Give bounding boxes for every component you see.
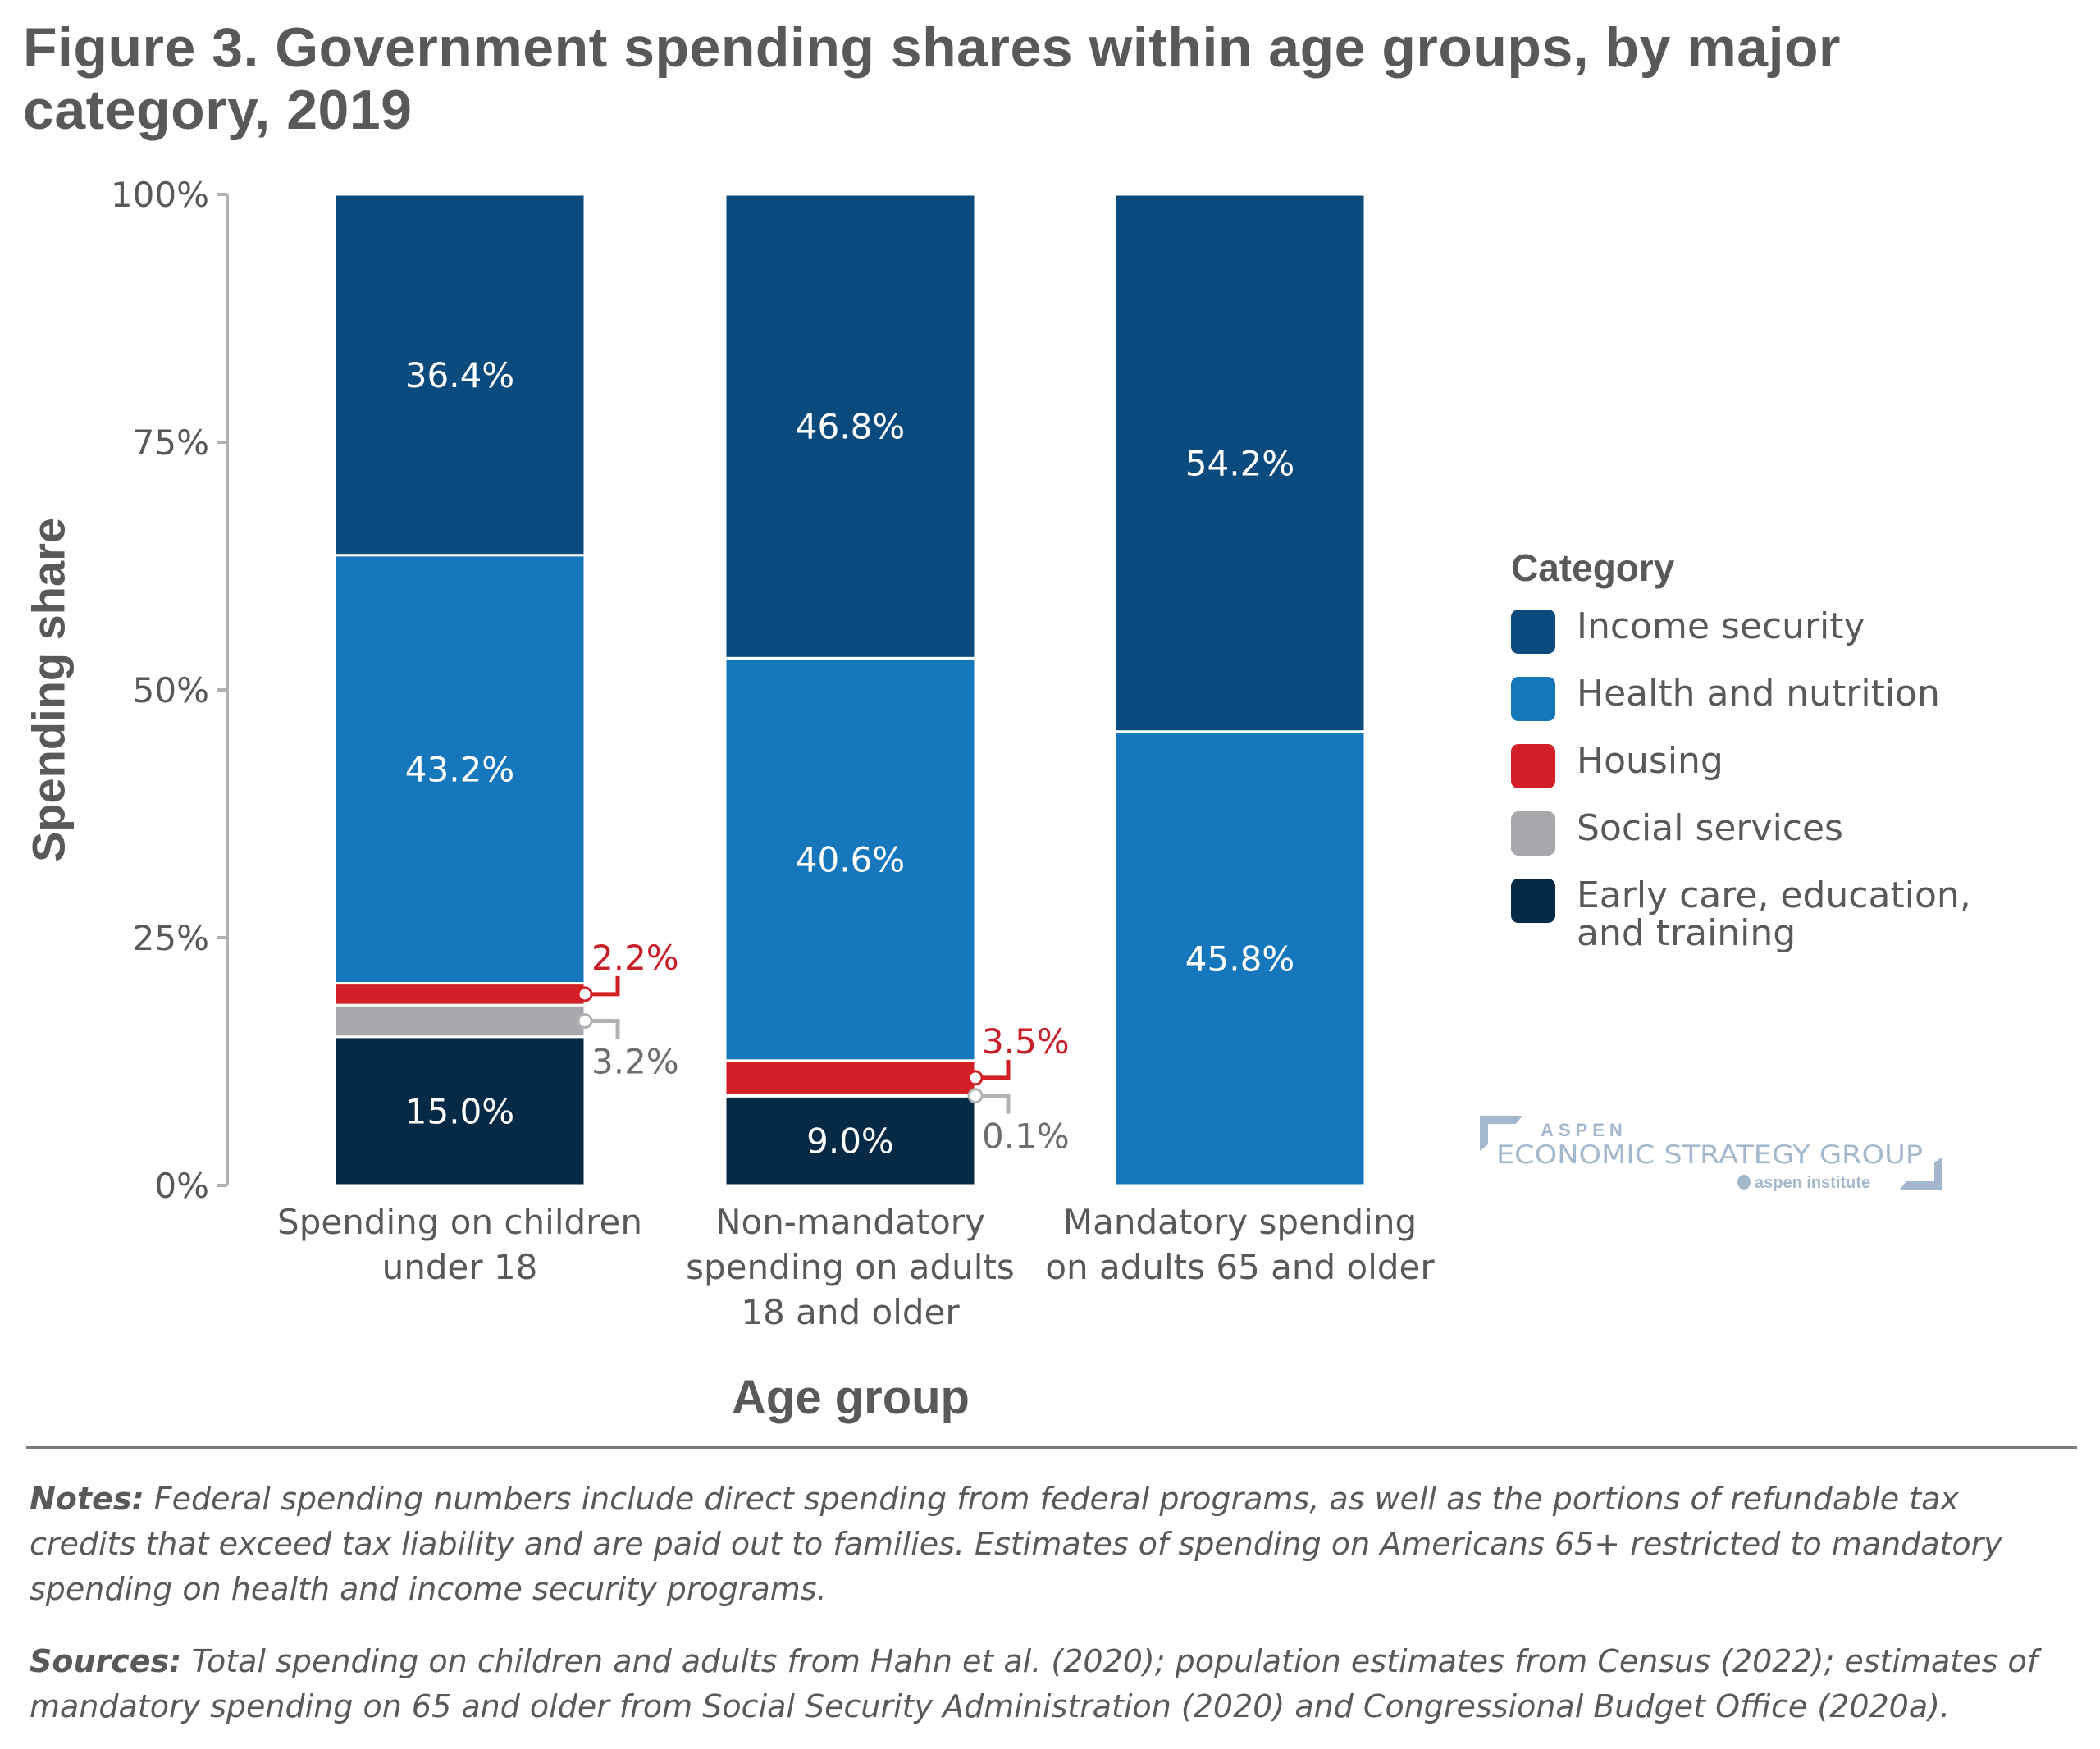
bar-segment [724, 1059, 977, 1097]
notes-divider [26, 1446, 2077, 1449]
chart-title: Figure 3. Government spending shares wit… [23, 16, 1841, 141]
x-category-label-line: Mandatory spending [1062, 1202, 1418, 1242]
bar-segment [724, 656, 977, 1062]
aspen-leaf-icon [1737, 1175, 1751, 1190]
legend-item: Housing [1511, 742, 1971, 788]
callout-dot [577, 1012, 593, 1029]
legend-label-line: Health and nutrition [1577, 673, 1940, 715]
logo-bracket-left-icon [1480, 1116, 1522, 1151]
callout-label: 3.5% [982, 1021, 1070, 1062]
logo-bracket-right-icon [1900, 1157, 1942, 1190]
x-category-label-line: 18 and older [741, 1292, 960, 1332]
notes-text: Federal spending numbers include direct … [30, 1481, 2002, 1607]
legend-label: Early care, education, and training [1577, 877, 1971, 952]
sources-text: Total spending on children and adults fr… [30, 1643, 2038, 1724]
callout-label: 2.2% [591, 938, 679, 978]
x-category-label: Non-mandatory spending on adults 18 and ol… [654, 1199, 1048, 1335]
legend-title: Category [1511, 546, 1675, 589]
bar-segment [333, 1035, 587, 1187]
callout-label: 3.2% [591, 1041, 679, 1081]
bar-segment [1113, 730, 1367, 1187]
x-category-label-line: Non-mandatory [715, 1202, 985, 1242]
x-category-label-line: on adults 65 and older [1045, 1247, 1435, 1287]
legend-label: Housing [1577, 742, 1723, 780]
bar-segment [724, 193, 977, 660]
aspen-esg-logo: ASPEN ECONOMIC STRATEGY GROUP aspen inst… [1480, 1116, 1942, 1192]
x-category-label: Spending on children under 18 [263, 1199, 657, 1290]
bar-segment [333, 193, 587, 557]
callout-leader [975, 1094, 1011, 1114]
legend-label-line: and training [1577, 912, 1796, 954]
legend-item: Income security [1511, 608, 1971, 654]
notes: Notes: Federal spending numbers include … [30, 1477, 2072, 1612]
y-tick-label: 50% [133, 670, 209, 710]
y-tick-label: 25% [133, 918, 209, 958]
legend-label-line: Social services [1577, 807, 1843, 849]
callout-dot [967, 1088, 984, 1104]
y-tick-label: 75% [133, 422, 209, 463]
callout-leader [585, 975, 620, 997]
callout-label: 0.1% [982, 1117, 1070, 1157]
legend-item: Health and nutrition [1511, 675, 1971, 721]
legend-item: Social services [1511, 810, 1971, 856]
legend-swatch-icon [1511, 610, 1555, 654]
x-category-label-line: under 18 [381, 1247, 538, 1287]
notes-label: Notes: [30, 1481, 144, 1517]
x-axis-title: Age group [732, 1371, 970, 1424]
bar-segment [724, 1094, 977, 1187]
x-category-label-line: spending on adults [686, 1247, 1015, 1287]
legend-swatch-icon [1511, 744, 1555, 788]
y-tick-label: 100% [111, 175, 209, 215]
x-category-label: Mandatory spending on adults 65 and older [1043, 1199, 1437, 1290]
legend-item: Early care, education, and training [1511, 877, 1971, 952]
bar-value-label: 15.0% [405, 1091, 514, 1131]
legend: Category Income security Health and nutri… [1511, 546, 1971, 974]
legend-label-line: Income security [1577, 605, 1865, 647]
logo-esg: ECONOMIC STRATEGY GROUP [1496, 1140, 1923, 1170]
bar-segment [333, 982, 587, 1007]
callout-leader [975, 1059, 1011, 1080]
bar-value-label: 43.2% [405, 750, 514, 790]
bar-value-label: 45.8% [1185, 938, 1294, 979]
callout-dot [967, 1070, 984, 1086]
y-axis-title: Spending share [22, 517, 75, 863]
legend-label: Social services [1577, 810, 1843, 847]
legend-swatch-icon [1511, 811, 1555, 856]
legend-label-line: Housing [1577, 740, 1723, 782]
logo-aspen: ASPEN [1541, 1120, 1628, 1140]
bar-value-label: 9.0% [806, 1121, 894, 1162]
bar-value-label: 40.6% [796, 840, 905, 880]
x-category-label-line: Spending on children [277, 1202, 642, 1242]
legend-swatch-icon [1511, 879, 1555, 923]
bar-value-label: 46.8% [796, 407, 905, 447]
sources-label: Sources: [30, 1643, 182, 1679]
logo-aspen-institute: aspen institute [1755, 1174, 1870, 1192]
y-tick-label: 0% [154, 1166, 209, 1206]
bar-value-label: 36.4% [405, 355, 514, 395]
bar-value-label: 54.2% [1185, 443, 1294, 483]
legend-swatch-icon [1511, 677, 1555, 721]
legend-label-line: Early care, education, [1577, 874, 1971, 916]
legend-label: Health and nutrition [1577, 675, 1940, 713]
legend-label: Income security [1577, 608, 1865, 646]
bar-segment [1113, 193, 1367, 733]
sources: Sources: Total spending on children and … [30, 1639, 2072, 1729]
bar-segment [333, 1003, 587, 1039]
callout-leader [585, 1018, 620, 1039]
callout-dot [577, 986, 593, 1002]
